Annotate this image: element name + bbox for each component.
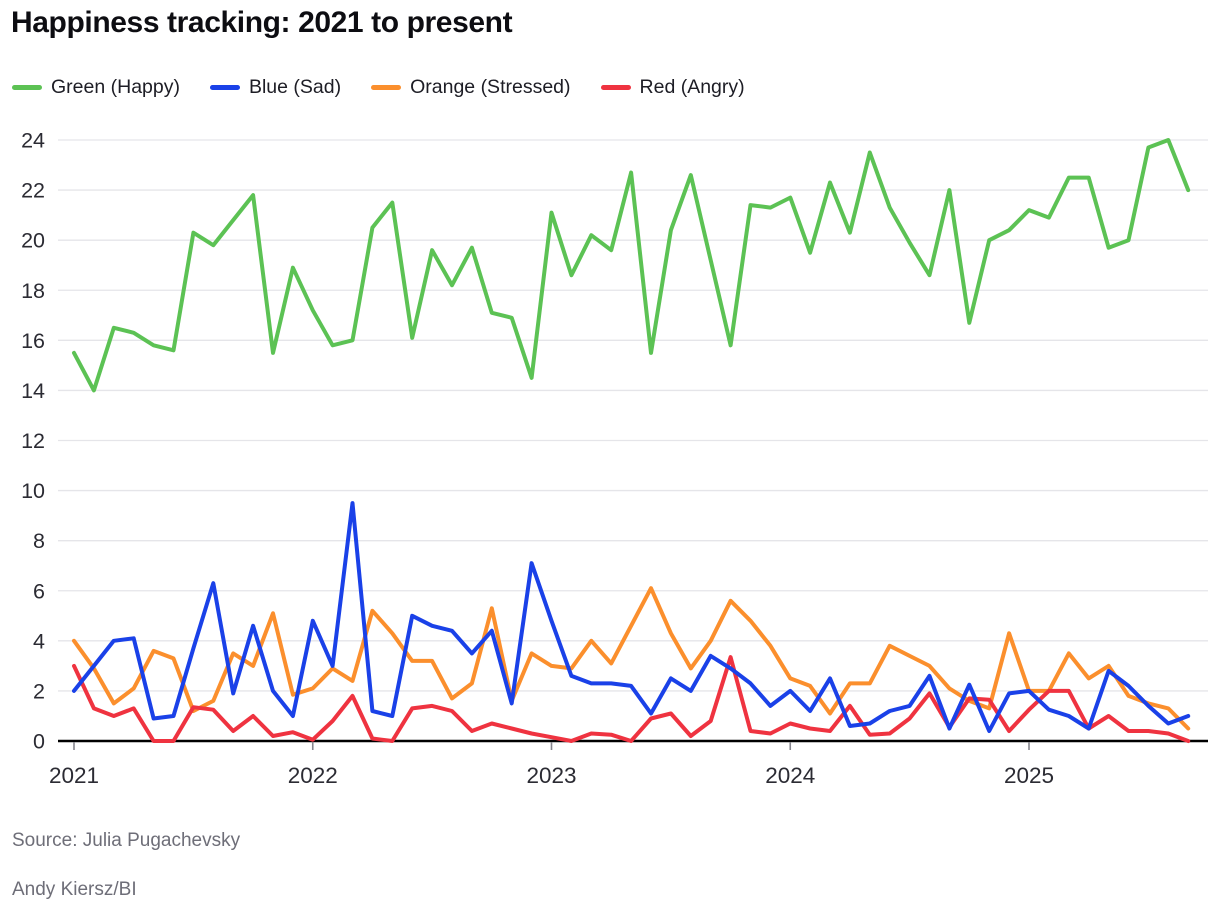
- legend-item-green: Green (Happy): [12, 76, 180, 99]
- series-line-red: [72, 655, 1191, 743]
- page-title: Happiness tracking: 2021 to present: [11, 6, 513, 39]
- credit-line: Andy Kiersz/BI: [12, 879, 137, 900]
- legend-swatch-blue: [209, 85, 240, 90]
- series-line-blue: [72, 501, 1191, 733]
- legend-swatch-red: [600, 85, 631, 90]
- y-tick-label: 24: [21, 129, 45, 153]
- y-tick-label: 18: [21, 279, 45, 303]
- y-tick-label: 0: [33, 730, 45, 754]
- legend-item-orange: Orange (Stressed): [371, 76, 571, 99]
- y-tick-label: 6: [33, 579, 45, 603]
- legend-item-red: Red (Angry): [600, 76, 745, 99]
- y-tick-label: 2: [33, 679, 45, 703]
- x-tick-label: 2021: [49, 763, 99, 788]
- y-tick-label: 12: [21, 429, 45, 453]
- legend-label-green: Green (Happy): [51, 76, 180, 98]
- x-tick-label: 2023: [526, 763, 576, 788]
- legend-swatch-orange: [371, 85, 402, 90]
- x-tick-label: 2024: [765, 763, 815, 788]
- legend-label-blue: Blue (Sad): [248, 76, 342, 98]
- y-tick-label: 8: [33, 529, 45, 553]
- x-tick-label: 2022: [288, 763, 338, 788]
- series-line-orange: [72, 586, 1191, 731]
- y-tick-label: 14: [21, 379, 45, 403]
- y-tick-label: 22: [21, 179, 45, 203]
- legend-label-red: Red (Angry): [639, 76, 745, 98]
- y-tick-label: 20: [21, 229, 45, 253]
- legend-item-blue: Blue (Sad): [209, 76, 342, 99]
- legend-label-orange: Orange (Stressed): [410, 76, 571, 98]
- y-tick-label: 16: [21, 329, 45, 353]
- series-line-green: [72, 138, 1191, 393]
- x-tick-label: 2025: [1004, 763, 1054, 788]
- legend: Green (Happy) Blue (Sad) Orange (Stresse…: [12, 76, 775, 99]
- y-tick-label: 4: [33, 629, 45, 653]
- y-tick-label: 10: [21, 479, 45, 503]
- source-line: Source: Julia Pugachevsky: [12, 830, 241, 851]
- legend-swatch-green: [12, 85, 42, 90]
